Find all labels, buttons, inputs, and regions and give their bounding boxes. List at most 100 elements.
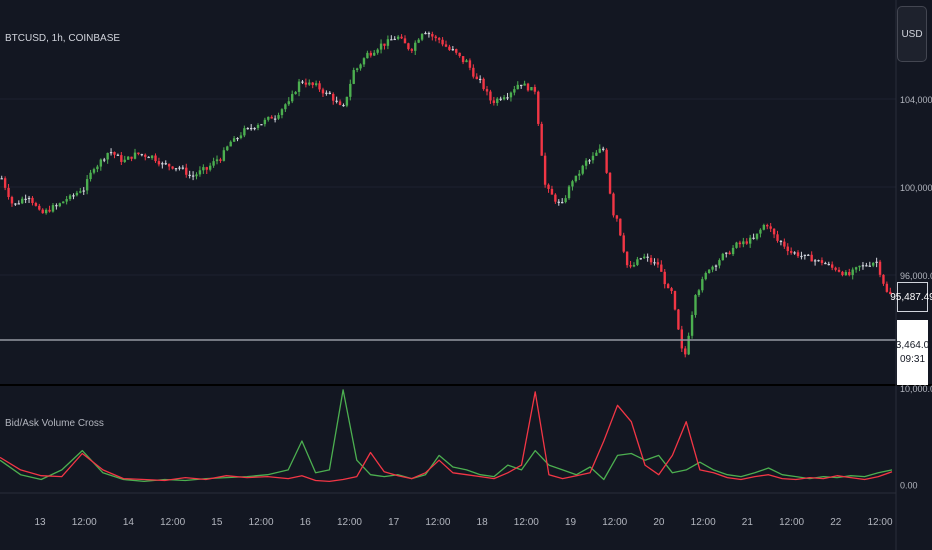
candle-body [321,89,325,94]
candle-body [858,265,861,268]
candle-body [742,241,745,245]
candle-body [485,89,489,92]
candle-body [766,224,769,227]
symbol-label[interactable]: BTCUSD, 1h, COINBASE [5,33,121,44]
candle-body [229,141,232,147]
candle-body [92,169,96,173]
candle-body [256,124,260,128]
price-y-axis[interactable]: 96,000.00 100,000.00 104,000.00 [900,95,932,281]
candle-body [44,209,48,214]
candle-body [222,150,226,161]
candle-body [882,274,885,284]
time-tick-label: 22 [830,517,842,528]
candle-body [475,76,478,80]
candle-body [605,149,608,173]
time-tick-label: 17 [388,517,400,528]
candle-body [643,256,646,259]
time-tick-label: 12:00 [72,517,97,528]
candle-body [834,267,837,270]
candle-body [407,43,410,50]
candle-body [116,154,120,156]
candle-body [516,84,519,90]
time-tick-label: 12:00 [867,517,892,528]
last-price-tag: 95,487.49 [890,282,932,312]
candle-body [738,242,742,245]
indicator-tick-label: 10,000.00 [900,384,932,394]
candle-body [403,38,407,44]
candle-body [697,290,701,296]
currency-button[interactable]: USD [897,6,927,62]
candle-body [106,152,109,160]
candle-body [126,156,130,160]
candle-body [625,251,629,266]
candle-body [646,256,649,258]
candle-body [171,166,174,169]
candle-body [280,109,284,116]
candle-body [639,258,643,260]
candle-body [41,209,44,214]
candle-body [776,234,779,241]
candle-body [827,263,830,266]
candle-body [537,91,540,124]
candle-body [420,33,424,40]
candle-body [376,49,379,53]
candle-body [841,271,844,276]
indicator-y-axis[interactable]: 0.00 10,000.00 [900,384,932,490]
candle-body [0,178,3,180]
time-tick-label: 12:00 [425,517,450,528]
candle-body [17,203,20,205]
candle-body [632,264,636,267]
candle-body [872,262,875,266]
candle-body [236,137,239,140]
time-tick-label: 12:00 [779,517,804,528]
candle-body [31,197,34,204]
candle-body [10,197,14,204]
candle-body [62,201,65,204]
candle-body [451,49,455,51]
candle-body [301,81,304,83]
candle-body [383,43,386,46]
candle-body [270,116,273,119]
time-tick-label: 12:00 [249,517,274,528]
candle-body [653,262,656,264]
time-tick-label: 12:00 [602,517,627,528]
candle-body [550,188,554,195]
candle-body [79,191,82,193]
candle-body [506,97,509,99]
time-tick-label: 18 [477,517,489,528]
candle-body [810,254,813,262]
candle-body [745,241,748,244]
time-tick-label: 14 [123,517,135,528]
candle-body [530,87,533,91]
candle-body [612,193,615,216]
candle-body [157,161,161,165]
candle-body [14,203,17,205]
time-tick-label: 12:00 [160,517,185,528]
candle-body [656,262,660,265]
time-axis[interactable]: 13 12:00 14 12:00 15 12:00 16 12:00 17 12:00 18 12:… [34,517,893,528]
candle-body [414,42,417,51]
candle-body [130,156,133,159]
candle-body [393,38,396,41]
candle-body [759,229,762,234]
candle-body [567,186,571,199]
price-tick-label: 104,000.00 [900,95,932,105]
candle-body [455,49,458,53]
candle-body [205,167,208,170]
candle-body [38,205,41,210]
candle-body [123,159,126,162]
candle-body [851,269,854,276]
candle-body [830,264,834,268]
candle-body [215,159,219,162]
candle-body [181,167,185,169]
candle-body [619,218,622,236]
candle-body [854,267,858,270]
indicator-title[interactable]: Bid/Ask Volume Cross [5,418,104,429]
candle-body [263,119,267,125]
candle-body [185,167,188,175]
candle-body [817,260,820,262]
candle-body [140,154,144,156]
time-tick-label: 12:00 [691,517,716,528]
candle-body [793,252,796,254]
